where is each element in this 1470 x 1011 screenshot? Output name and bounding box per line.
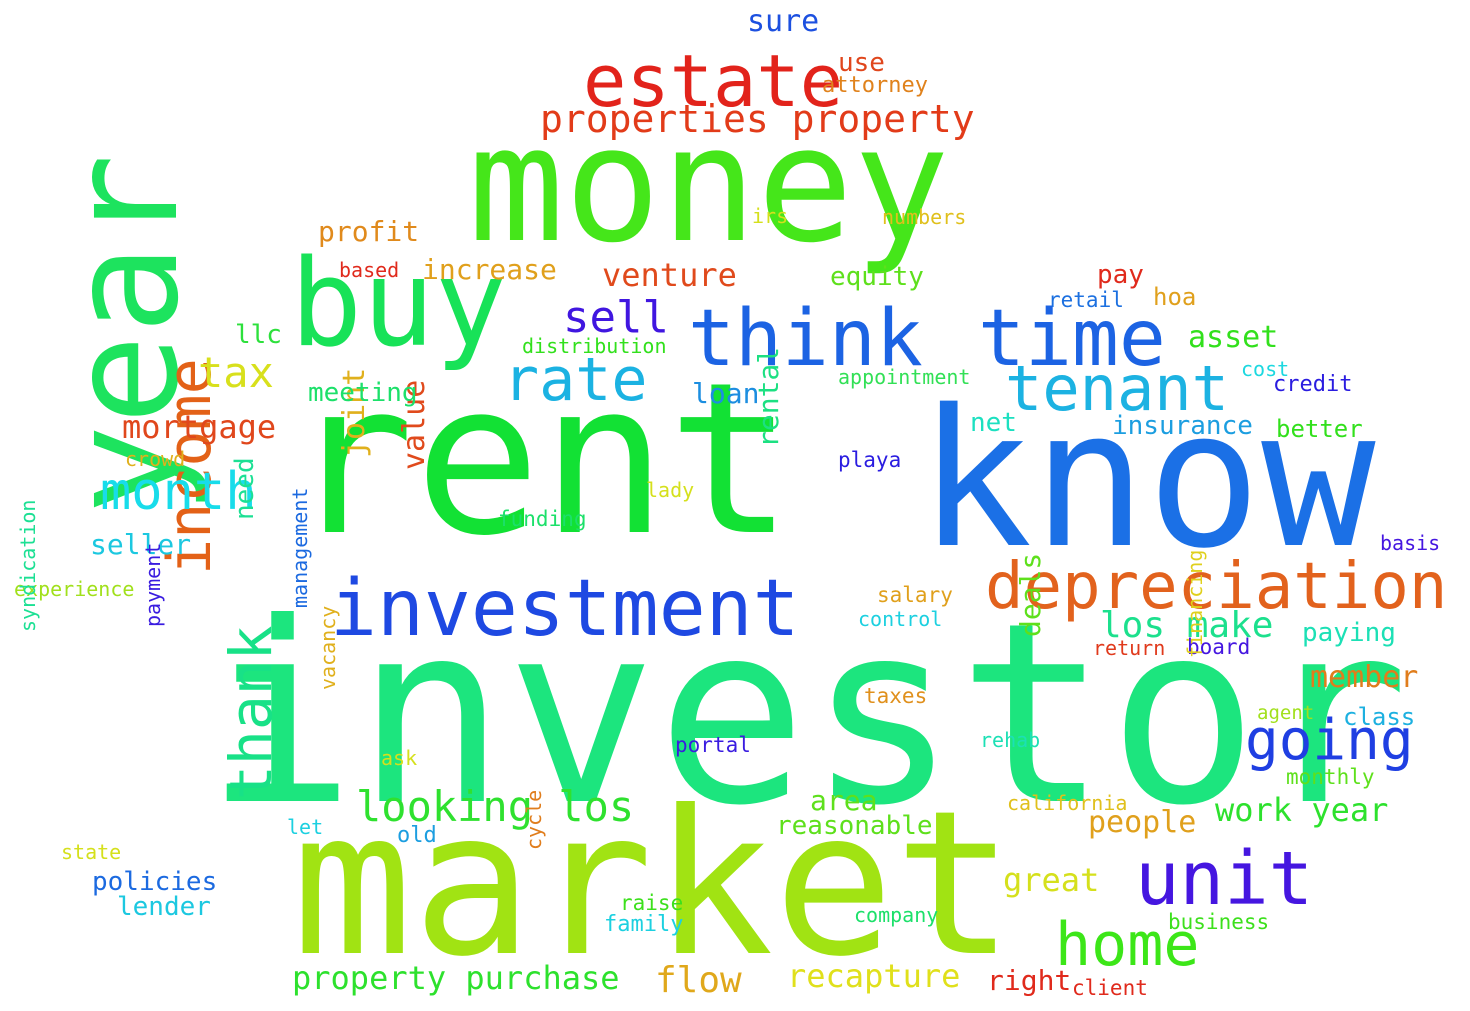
word-attorney: attorney bbox=[822, 73, 928, 98]
word-use: use bbox=[838, 48, 885, 78]
word-property-purchase: property purchase bbox=[292, 959, 620, 997]
word-sure: sure bbox=[747, 4, 820, 39]
word-better: better bbox=[1276, 415, 1363, 443]
word-control: control bbox=[858, 607, 943, 631]
word-mortgage: mortgage bbox=[122, 408, 277, 446]
word-vacancy: vacancy bbox=[316, 605, 340, 690]
word-payment: payment bbox=[141, 542, 165, 627]
word-let: let bbox=[287, 815, 324, 839]
word-rehab: rehab bbox=[980, 728, 1041, 752]
word-thank: thank bbox=[217, 625, 285, 800]
word-net: net bbox=[970, 408, 1017, 438]
word-taxes: taxes bbox=[864, 684, 928, 708]
word-lender: lender bbox=[117, 892, 211, 922]
word-going: going bbox=[1245, 708, 1414, 773]
word-management: management bbox=[288, 487, 312, 608]
word-flow: flow bbox=[655, 960, 742, 1001]
word-raise: raise bbox=[620, 891, 684, 915]
word-depreciation: depreciation bbox=[985, 550, 1448, 624]
word-estate: estate bbox=[583, 39, 844, 123]
word-money: money bbox=[468, 91, 950, 278]
word-appointment: appointment bbox=[838, 365, 971, 389]
word-syndication: syndication bbox=[16, 499, 40, 632]
word-know: know bbox=[918, 369, 1376, 590]
word-cycle: cycle bbox=[522, 789, 546, 850]
word-lady: lady bbox=[646, 478, 695, 502]
word-board: board bbox=[1187, 635, 1251, 659]
word-paying: paying bbox=[1302, 618, 1396, 648]
word-right: right bbox=[987, 964, 1072, 997]
word-class: class bbox=[1343, 703, 1416, 731]
word-basis: basis bbox=[1380, 531, 1441, 555]
word-think: think bbox=[688, 294, 923, 384]
word-sell: sell bbox=[563, 292, 669, 343]
word-policies: policies bbox=[92, 867, 218, 897]
word-california: california bbox=[1007, 791, 1128, 815]
word-experience: experience bbox=[14, 577, 135, 601]
word-venture: venture bbox=[602, 256, 737, 294]
word-great: great bbox=[1003, 861, 1100, 899]
word-ask: ask bbox=[381, 746, 418, 770]
word-unit: unit bbox=[1135, 836, 1314, 922]
word-company: company bbox=[854, 903, 939, 927]
word-work-year: work year bbox=[1215, 791, 1389, 829]
word-people: people bbox=[1088, 805, 1197, 840]
word-loan: loan bbox=[692, 377, 760, 410]
word-properties-property: properties property bbox=[540, 97, 975, 141]
word-state: state bbox=[61, 840, 122, 864]
word-business: business bbox=[1168, 910, 1270, 934]
word-deals: deals bbox=[1014, 552, 1047, 637]
word-rate: rate bbox=[503, 345, 648, 415]
word-month: month bbox=[100, 462, 257, 522]
word-home: home bbox=[1055, 910, 1200, 980]
word-reasonable: reasonable bbox=[776, 811, 933, 841]
word-investment: investment bbox=[330, 564, 800, 654]
word-buy: buy bbox=[290, 235, 507, 374]
word-monthly: monthly bbox=[1286, 765, 1375, 789]
word-agent: agent bbox=[1257, 702, 1315, 724]
word-crowd: crowd bbox=[125, 447, 186, 471]
word-investor: investor bbox=[205, 569, 1410, 860]
word-hoa: hoa bbox=[1153, 283, 1197, 311]
word-playa: playa bbox=[838, 448, 902, 472]
word-llc: llc bbox=[235, 320, 282, 350]
word-increase: increase bbox=[422, 253, 557, 286]
word-family: family bbox=[604, 912, 684, 937]
word-old: old bbox=[397, 823, 437, 848]
word-seller: seller bbox=[90, 528, 192, 561]
word-rent: rent bbox=[288, 337, 794, 582]
word-need: need bbox=[230, 457, 260, 520]
word-insurance: insurance bbox=[1112, 411, 1253, 441]
word-tenant: tenant bbox=[1005, 352, 1229, 425]
word-time: time bbox=[978, 294, 1166, 384]
word-credit: credit bbox=[1273, 372, 1353, 397]
word-return: return bbox=[1093, 636, 1166, 660]
word-funding: funding bbox=[498, 507, 587, 531]
word-tax: tax bbox=[198, 348, 274, 397]
word-los-make: los make bbox=[1100, 605, 1274, 646]
word-profit: profit bbox=[318, 215, 420, 248]
word-distribution: distribution bbox=[522, 334, 667, 358]
word-salary: salary bbox=[877, 583, 953, 607]
word-market: market bbox=[292, 768, 1015, 1001]
word-looking-los: looking los bbox=[356, 782, 635, 831]
word-based: based bbox=[339, 258, 400, 282]
word-member: member bbox=[1310, 660, 1419, 695]
word-portal: portal bbox=[675, 733, 751, 757]
word-numbers: numbers bbox=[882, 205, 967, 229]
word-client: client bbox=[1072, 976, 1148, 1000]
word-area: area bbox=[810, 784, 878, 817]
word-irs: irs bbox=[752, 204, 789, 228]
word-financing: financing bbox=[1183, 549, 1207, 658]
word-asset: asset bbox=[1188, 320, 1279, 355]
word-recapture: recapture bbox=[787, 957, 961, 995]
word-retail: retail bbox=[1048, 288, 1124, 312]
word-equity: equity bbox=[830, 262, 924, 292]
word-pay: pay bbox=[1097, 260, 1144, 290]
word-cost: cost bbox=[1241, 357, 1290, 381]
word-meeting: meeting bbox=[308, 378, 418, 408]
